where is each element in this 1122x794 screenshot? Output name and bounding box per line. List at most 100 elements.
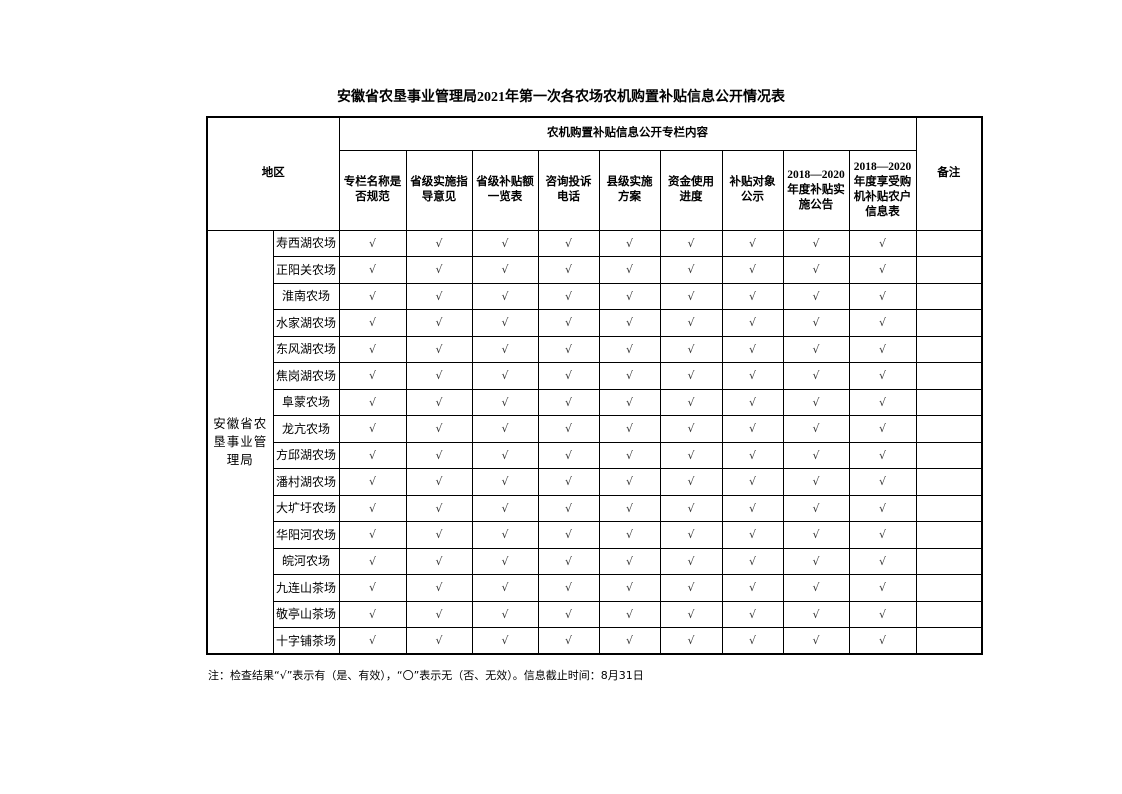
remark-cell bbox=[915, 415, 983, 443]
region-cell: 安徽省农垦事业管理局 bbox=[206, 229, 274, 655]
check-cell: √ bbox=[471, 441, 539, 469]
check-cell: √ bbox=[537, 282, 600, 310]
farm-name: 龙亢农场 bbox=[281, 421, 330, 436]
check-cell: √ bbox=[471, 521, 539, 549]
region-name: 安徽省农垦事业管理局 bbox=[213, 415, 268, 467]
check-cell: √ bbox=[659, 256, 723, 284]
check-cell: √ bbox=[721, 256, 784, 284]
check-cell: √ bbox=[659, 282, 723, 310]
check-cell: √ bbox=[782, 574, 850, 602]
check-cell: √ bbox=[338, 441, 407, 469]
check-cell: √ bbox=[659, 362, 723, 390]
farm-name: 阜蒙农场 bbox=[281, 395, 330, 410]
check-cell: √ bbox=[782, 627, 850, 655]
check-cell: √ bbox=[405, 335, 473, 363]
farm-name: 九连山茶场 bbox=[275, 580, 336, 595]
column-header: 省级补贴额一览表 bbox=[471, 149, 539, 231]
check-cell: √ bbox=[471, 362, 539, 390]
check-cell: √ bbox=[537, 494, 600, 522]
check-cell: √ bbox=[659, 415, 723, 443]
check-cell: √ bbox=[537, 600, 600, 628]
table-row: 潘村湖农场 √ √ √ √ √ √ √ √ √ bbox=[207, 468, 983, 496]
check-cell: √ bbox=[721, 388, 784, 416]
remark-cell bbox=[915, 547, 983, 575]
table-row: 大圹圩农场 √ √ √ √ √ √ √ √ √ bbox=[207, 494, 983, 522]
check-cell: √ bbox=[721, 441, 784, 469]
table-row: 东风湖农场 √ √ √ √ √ √ √ √ √ bbox=[207, 335, 983, 363]
table-row: 水家湖农场 √ √ √ √ √ √ √ √ √ bbox=[207, 309, 983, 337]
check-cell: √ bbox=[537, 441, 600, 469]
check-cell: √ bbox=[405, 415, 473, 443]
remark-cell bbox=[915, 468, 983, 496]
check-cell: √ bbox=[405, 229, 473, 257]
check-cell: √ bbox=[721, 494, 784, 522]
region-header: 地区 bbox=[206, 116, 340, 231]
farm-cell: 淮南农场 bbox=[272, 282, 340, 310]
check-cell: √ bbox=[338, 256, 407, 284]
farm-name: 方邱湖农场 bbox=[275, 448, 336, 463]
check-cell: √ bbox=[537, 362, 600, 390]
check-cell: √ bbox=[598, 521, 661, 549]
page-title: 安徽省农垦事业管理局2021年第一次各农场农机购置补贴信息公开情况表 bbox=[337, 90, 785, 105]
table-row: 十字铺茶场 √ √ √ √ √ √ √ √ √ bbox=[207, 627, 983, 655]
check-cell: √ bbox=[338, 282, 407, 310]
check-cell: √ bbox=[537, 256, 600, 284]
check-cell: √ bbox=[598, 335, 661, 363]
column-header: 2018—2020年度补贴实施公告 bbox=[782, 149, 850, 231]
table-row: 敬亭山茶场 √ √ √ √ √ √ √ √ √ bbox=[207, 600, 983, 628]
check-cell: √ bbox=[782, 468, 850, 496]
check-cell: √ bbox=[471, 600, 539, 628]
farm-name: 潘村湖农场 bbox=[275, 474, 336, 489]
check-cell: √ bbox=[537, 388, 600, 416]
remark-cell bbox=[915, 335, 983, 363]
check-cell: √ bbox=[338, 627, 407, 655]
check-cell: √ bbox=[848, 415, 917, 443]
remark-cell bbox=[915, 388, 983, 416]
group-header: 农机购置补贴信息公开专栏内容 bbox=[338, 116, 917, 151]
check-cell: √ bbox=[848, 362, 917, 390]
remark-cell bbox=[915, 600, 983, 628]
check-cell: √ bbox=[721, 309, 784, 337]
table-row: 安徽省农垦事业管理局 寿西湖农场 √ √ √ √ √ √ √ √ √ bbox=[206, 229, 983, 655]
farm-name: 十字铺茶场 bbox=[275, 633, 336, 648]
remark-cell bbox=[915, 309, 983, 337]
subsidy-table: 地区 农机购置补贴信息公开专栏内容 备注 专栏名称是否规范 省级实施指导意见 省级补… bbox=[206, 116, 983, 655]
check-cell: √ bbox=[537, 574, 600, 602]
remark-cell bbox=[915, 229, 983, 257]
check-cell: √ bbox=[338, 362, 407, 390]
check-cell: √ bbox=[338, 388, 407, 416]
farm-name: 淮南农场 bbox=[281, 289, 330, 304]
check-cell: √ bbox=[471, 229, 539, 257]
check-cell: √ bbox=[537, 547, 600, 575]
check-cell: √ bbox=[659, 547, 723, 575]
remark-cell bbox=[915, 441, 983, 469]
check-cell: √ bbox=[659, 521, 723, 549]
check-cell: √ bbox=[405, 256, 473, 284]
farm-cell: 东风湖农场 bbox=[272, 335, 340, 363]
check-cell: √ bbox=[848, 282, 917, 310]
check-cell: √ bbox=[659, 468, 723, 496]
check-cell: √ bbox=[721, 362, 784, 390]
check-cell: √ bbox=[338, 468, 407, 496]
check-cell: √ bbox=[405, 547, 473, 575]
table-row: 阜蒙农场 √ √ √ √ √ √ √ √ √ bbox=[207, 388, 983, 416]
farm-cell: 龙亢农场 bbox=[272, 415, 340, 443]
check-cell: √ bbox=[782, 362, 850, 390]
farm-cell: 潘村湖农场 bbox=[272, 468, 340, 496]
table-row: 方邱湖农场 √ √ √ √ √ √ √ √ √ bbox=[207, 441, 983, 469]
table-row: 正阳关农场 √ √ √ √ √ √ √ √ √ bbox=[207, 256, 983, 284]
check-cell: √ bbox=[598, 627, 661, 655]
farm-cell: 九连山茶场 bbox=[272, 574, 340, 602]
check-cell: √ bbox=[848, 388, 917, 416]
column-header: 专栏名称是否规范 bbox=[338, 149, 407, 231]
check-cell: √ bbox=[405, 494, 473, 522]
check-cell: √ bbox=[848, 441, 917, 469]
check-cell: √ bbox=[338, 547, 407, 575]
check-cell: √ bbox=[405, 362, 473, 390]
check-cell: √ bbox=[471, 468, 539, 496]
remark-cell bbox=[915, 362, 983, 390]
check-cell: √ bbox=[721, 468, 784, 496]
check-cell: √ bbox=[405, 309, 473, 337]
check-cell: √ bbox=[338, 229, 407, 257]
farm-name: 焦岗湖农场 bbox=[275, 368, 336, 383]
